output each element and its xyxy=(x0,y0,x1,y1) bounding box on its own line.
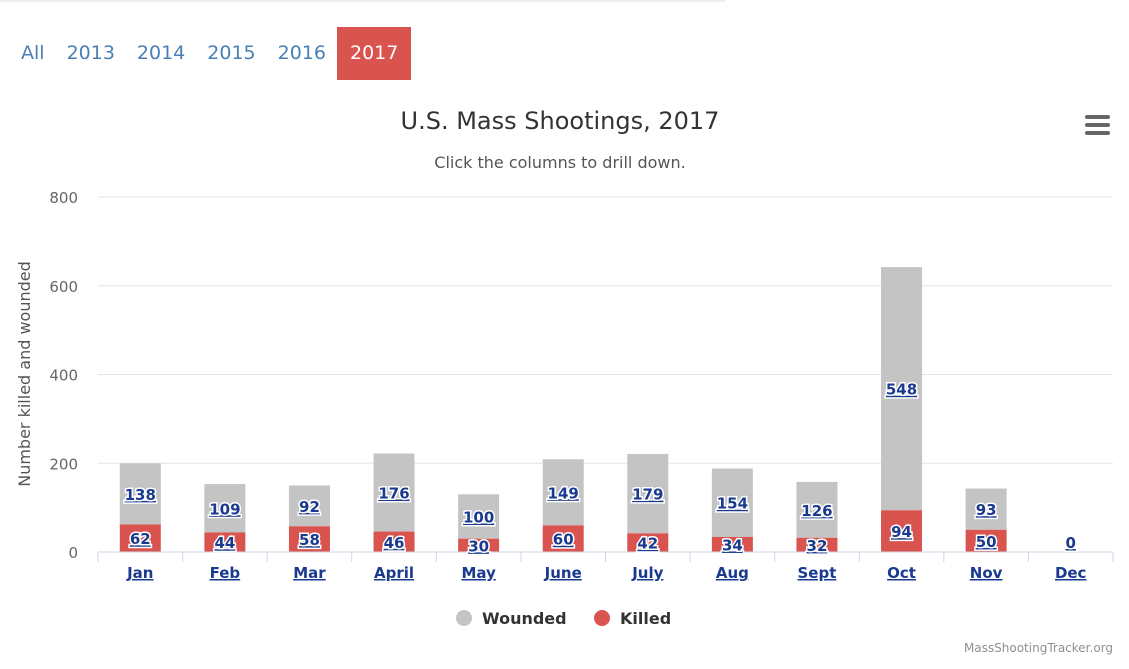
bar-wounded-april[interactable] xyxy=(373,453,415,532)
y-axis-ticks: 0 200 400 600 800 xyxy=(49,189,78,562)
bar-wounded-mar[interactable] xyxy=(288,485,330,527)
tab-2017[interactable]: 2017 xyxy=(337,27,412,80)
bar-wounded-oct[interactable] xyxy=(881,267,923,511)
chart-subtitle: Click the columns to drill down. xyxy=(434,153,685,172)
year-tabs: All 2013 2014 2015 2016 2017 xyxy=(0,27,412,80)
data-label[interactable]: 32 xyxy=(805,535,829,556)
tab-2013[interactable]: 2013 xyxy=(66,42,115,64)
y-tick-label: 0 xyxy=(68,544,78,562)
x-tick-label-april[interactable]: April xyxy=(374,564,414,582)
chart-title: U.S. Mass Shootings, 2017 xyxy=(401,107,720,135)
x-tick-label-dec[interactable]: Dec xyxy=(1055,564,1087,582)
bar-killed-sept[interactable] xyxy=(796,537,838,552)
y-tick-label: 800 xyxy=(49,189,78,207)
x-tick-label-jan[interactable]: Jan xyxy=(126,564,153,582)
gridlines xyxy=(98,196,1113,464)
data-label[interactable]: 154 xyxy=(715,493,749,514)
x-tick-label-june[interactable]: June xyxy=(544,564,582,582)
bar-killed-nov[interactable] xyxy=(965,529,1007,552)
x-axis xyxy=(97,551,1114,562)
bar-wounded-aug[interactable] xyxy=(711,468,753,537)
data-label[interactable]: 62 xyxy=(128,529,152,550)
bar-wounded-july[interactable] xyxy=(627,453,669,534)
tab-2015[interactable]: 2015 xyxy=(207,42,256,64)
x-tick-label-sept[interactable]: Sept xyxy=(798,564,837,582)
y-tick-label: 400 xyxy=(49,367,78,385)
hamburger-menu-icon[interactable] xyxy=(1085,115,1110,135)
data-label[interactable]: 92 xyxy=(298,496,322,517)
tab-2016[interactable]: 2016 xyxy=(277,42,326,64)
bar-killed-aug[interactable] xyxy=(711,536,753,552)
legend-killed-label[interactable]: Killed xyxy=(620,609,671,628)
bar-wounded-may[interactable] xyxy=(458,494,500,539)
data-label[interactable]: 179 xyxy=(631,484,665,505)
x-tick-label-nov[interactable]: Nov xyxy=(970,564,1003,582)
bar-killed-jan[interactable] xyxy=(119,524,161,552)
legend-killed-swatch xyxy=(594,610,610,626)
data-label[interactable]: 0 xyxy=(1064,533,1077,554)
top-divider xyxy=(0,0,725,2)
data-label[interactable]: 30 xyxy=(467,536,491,557)
data-label[interactable]: 44 xyxy=(213,533,237,554)
data-label[interactable]: 42 xyxy=(636,533,660,554)
bar-wounded-nov[interactable] xyxy=(965,488,1007,530)
data-label[interactable]: 109 xyxy=(208,499,242,520)
data-label[interactable]: 93 xyxy=(974,500,998,521)
bar-wounded-june[interactable] xyxy=(542,459,584,526)
data-label[interactable]: 138 xyxy=(123,484,157,505)
x-tick-label-aug[interactable]: Aug xyxy=(716,564,749,582)
tab-all[interactable]: All xyxy=(21,42,45,64)
bar-killed-may[interactable] xyxy=(458,538,500,552)
data-labels: 138 62 109 44 92 58 176 46 100 30 149 60 179 42 154 34 1… xyxy=(123,379,1077,557)
x-axis-labels: Jan Feb Mar April May June July Aug Sept Oct Nov De… xyxy=(126,564,1086,582)
bar-killed-june[interactable] xyxy=(542,525,584,552)
bar-killed-mar[interactable] xyxy=(288,526,330,552)
data-label[interactable]: 50 xyxy=(974,531,998,552)
bar-wounded-sept[interactable] xyxy=(796,481,838,538)
x-tick-label-july[interactable]: July xyxy=(631,564,663,582)
data-label[interactable]: 176 xyxy=(377,483,411,504)
bar-killed-april[interactable] xyxy=(373,531,415,552)
bar-killed-july[interactable] xyxy=(627,533,669,552)
data-label[interactable]: 149 xyxy=(546,483,580,504)
x-tick-label-mar[interactable]: Mar xyxy=(293,564,326,582)
tab-2014[interactable]: 2014 xyxy=(136,42,186,64)
y-tick-label: 200 xyxy=(49,455,78,473)
data-label[interactable]: 548 xyxy=(884,379,918,400)
data-label[interactable]: 94 xyxy=(890,522,914,543)
data-label[interactable]: 126 xyxy=(800,500,834,521)
bar-wounded-jan[interactable] xyxy=(119,463,161,525)
y-axis-title: Number killed and wounded xyxy=(15,261,34,487)
credit-link[interactable]: MassShootingTracker.org xyxy=(963,641,1113,655)
data-label[interactable]: 60 xyxy=(551,529,575,550)
y-tick-label: 600 xyxy=(49,278,78,296)
data-label[interactable]: 100 xyxy=(461,507,495,528)
data-label[interactable]: 58 xyxy=(298,530,322,551)
legend-wounded-label[interactable]: Wounded xyxy=(482,609,567,628)
data-label[interactable]: 46 xyxy=(382,532,406,553)
data-label[interactable]: 34 xyxy=(720,535,744,556)
x-tick-label-may[interactable]: May xyxy=(461,564,496,582)
bar-killed-oct[interactable] xyxy=(881,510,923,552)
bar-killed-feb[interactable] xyxy=(204,532,246,552)
legend-wounded-swatch xyxy=(456,610,472,626)
bars xyxy=(119,267,1007,552)
x-tick-label-feb[interactable]: Feb xyxy=(210,564,241,582)
x-tick-label-oct[interactable]: Oct xyxy=(887,564,916,582)
legend: Wounded Killed xyxy=(456,609,671,628)
bar-wounded-feb[interactable] xyxy=(204,484,246,533)
